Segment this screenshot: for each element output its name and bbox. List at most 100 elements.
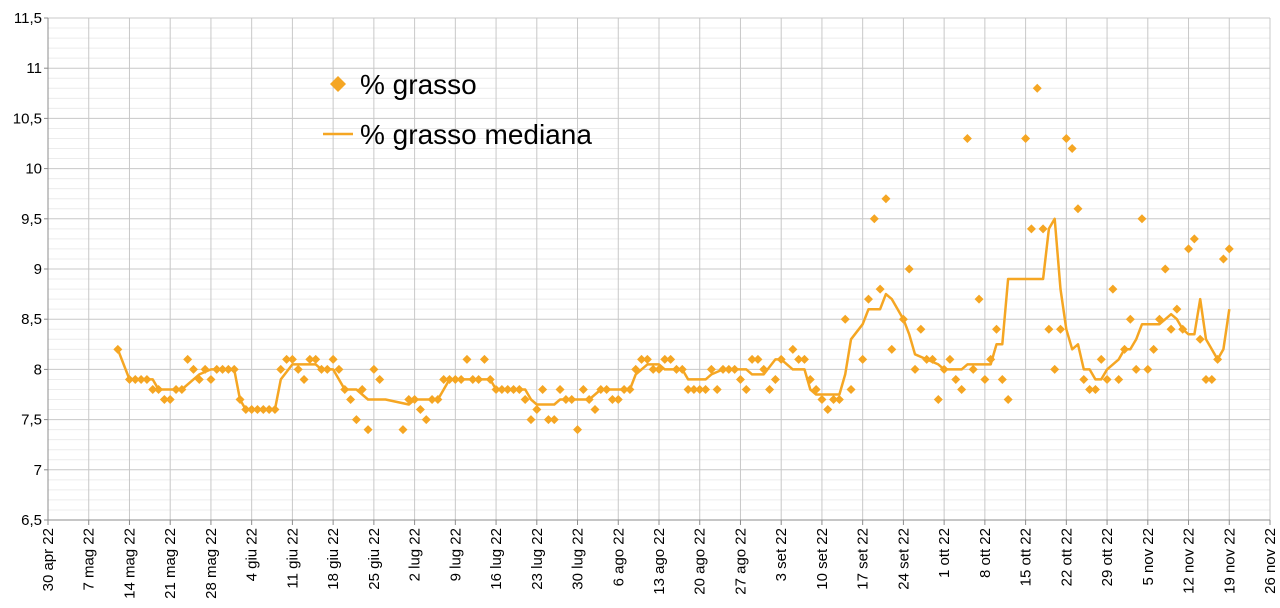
data-point-grasso [1090,384,1100,394]
data-point-grasso [357,384,367,394]
data-point-grasso [1131,364,1141,374]
data-point-grasso [398,425,408,435]
x-tick-label: 13 ago 22 [651,528,668,595]
x-tick-label: 26 nov 22 [1262,528,1279,594]
data-point-grasso [858,354,868,364]
data-point-grasso [863,294,873,304]
data-point-grasso [590,405,600,415]
data-point-grasso [701,384,711,394]
data-point-grasso [206,374,216,384]
data-point-grasso [1125,314,1135,324]
data-point-grasso [258,405,268,415]
data-point-grasso [689,384,699,394]
data-point-grasso [485,374,495,384]
data-point-grasso [1224,244,1234,254]
data-point-grasso [869,214,879,224]
y-tick-label: 7 [34,462,42,479]
data-point-grasso [1056,324,1066,334]
data-point-grasso [799,354,809,364]
data-point-grasso [334,364,344,374]
data-point-grasso [276,364,286,374]
data-point-grasso [770,374,780,384]
x-tick-label: 8 ott 22 [977,528,994,578]
data-point-grasso [881,194,891,204]
x-tick-label: 4 giu 22 [244,528,261,581]
data-point-grasso [596,384,606,394]
data-point-grasso [916,324,926,334]
data-point-grasso [316,364,326,374]
data-point-grasso [1021,133,1031,143]
data-point-grasso [730,364,740,374]
data-point-grasso [1079,374,1089,384]
data-point-grasso [776,354,786,364]
data-point-grasso [491,384,501,394]
data-point-grasso [666,354,676,364]
x-tick-label: 9 lug 22 [447,528,464,581]
data-point-grasso [415,405,425,415]
data-point-grasso [200,364,210,374]
data-point-grasso [241,405,251,415]
data-point-grasso [1067,144,1077,154]
y-tick-label: 8 [34,361,42,378]
data-point-grasso [695,384,705,394]
data-point-grasso [997,374,1007,384]
x-tick-label: 22 ott 22 [1058,528,1075,586]
data-point-grasso [555,384,565,394]
x-tick-label: 27 ago 22 [732,528,749,595]
data-point-grasso [421,415,431,425]
data-point-grasso [293,364,303,374]
data-point-grasso [724,364,734,374]
data-point-grasso [497,384,507,394]
data-point-grasso [223,364,233,374]
data-point-grasso [567,395,577,405]
data-point-grasso [218,364,228,374]
x-tick-label: 10 set 22 [814,528,831,590]
data-point-grasso [183,354,193,364]
data-point-grasso [375,374,385,384]
data-point-grasso [1032,83,1042,93]
data-point-grasso [1207,374,1217,384]
data-point-grasso [573,425,583,435]
data-point-grasso [642,354,652,364]
x-tick-label: 3 set 22 [773,528,790,581]
data-point-grasso [1160,264,1170,274]
data-point-grasso [532,405,542,415]
y-tick-label: 6,5 [21,512,42,529]
data-point-grasso [1178,324,1188,334]
data-point-grasso [706,364,716,374]
data-point-grasso [986,354,996,364]
data-point-grasso [904,264,914,274]
x-tick-label: 29 ott 22 [1099,528,1116,586]
y-tick-label: 10,5 [13,110,42,127]
data-point-grasso [875,284,885,294]
data-point-grasso [282,354,292,364]
data-point-grasso [456,374,466,384]
data-point-grasso [829,395,839,405]
data-point-grasso [637,354,647,364]
data-point-grasso [910,364,920,374]
data-point-grasso [887,344,897,354]
data-point-grasso [1189,234,1199,244]
data-point-grasso [479,354,489,364]
data-point-grasso [1149,344,1159,354]
data-point-grasso [898,314,908,324]
data-point-grasso [549,415,559,425]
data-point-grasso [538,384,548,394]
data-point-grasso [264,405,274,415]
data-point-grasso [445,374,455,384]
data-point-grasso [1137,214,1147,224]
data-point-grasso [939,364,949,374]
data-point-grasso [584,395,594,405]
x-tick-label: 24 set 22 [895,528,912,590]
data-point-grasso [270,405,280,415]
x-tick-label: 1 ott 22 [936,528,953,578]
x-tick-label: 19 nov 22 [1221,528,1238,594]
data-point-grasso [159,395,169,405]
data-point-grasso [933,395,943,405]
x-tick-label: 20 ago 22 [692,528,709,595]
data-point-grasso [927,354,937,364]
data-point-grasso [526,415,536,425]
data-point-grasso [311,354,321,364]
data-point-grasso [1154,314,1164,324]
data-point-grasso [578,384,588,394]
